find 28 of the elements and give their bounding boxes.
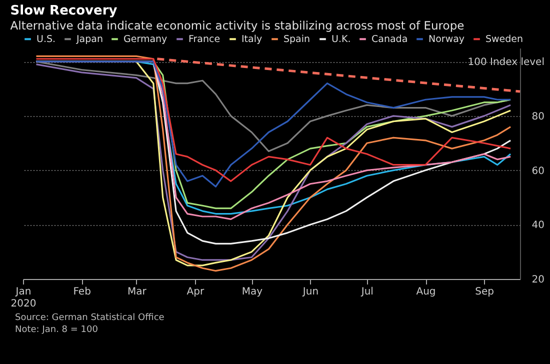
legend-label: Italy (242, 34, 262, 46)
x-tick-label: Feb (73, 286, 91, 298)
legend-label: Sweden (486, 34, 524, 46)
y-tick-label: 60 (532, 166, 544, 177)
y-tick-label: 80 (532, 111, 544, 122)
source-note: Source: German Statistical Office (15, 313, 165, 323)
legend-label: U.K. (332, 34, 351, 46)
legend-label: Germany (124, 34, 168, 46)
x-tick-label: May (242, 286, 263, 298)
legend-label: Canada (372, 34, 408, 46)
x-tick-label: Aug (416, 286, 436, 298)
x-tick-label: Jan 2020 (10, 286, 36, 310)
legend-label: Norway (428, 34, 465, 46)
legend-label: France (188, 34, 220, 46)
y-tick-label: 20 (532, 274, 544, 286)
text: Note: Jan. 8 = 100 (15, 325, 98, 335)
chart-subtitle: Alternative data indicate economic activity is stabilizing across most of Europe (10, 18, 464, 32)
legend-label: U.S. (36, 34, 56, 46)
legend-label: Spain (284, 34, 310, 46)
x-tick-label: Jun (302, 286, 319, 298)
y-tick-label: 100 Index level (468, 57, 544, 68)
chart-title: Slow Recovery (10, 4, 118, 18)
legend-label: Japan (76, 34, 103, 46)
x-tick-label: Jul (360, 286, 374, 298)
x-tick-label: Apr (186, 286, 205, 298)
y-tick-label: 40 (532, 220, 544, 232)
x-tick-label: Mar (127, 286, 148, 298)
x-tick-label: Sep (475, 286, 494, 298)
